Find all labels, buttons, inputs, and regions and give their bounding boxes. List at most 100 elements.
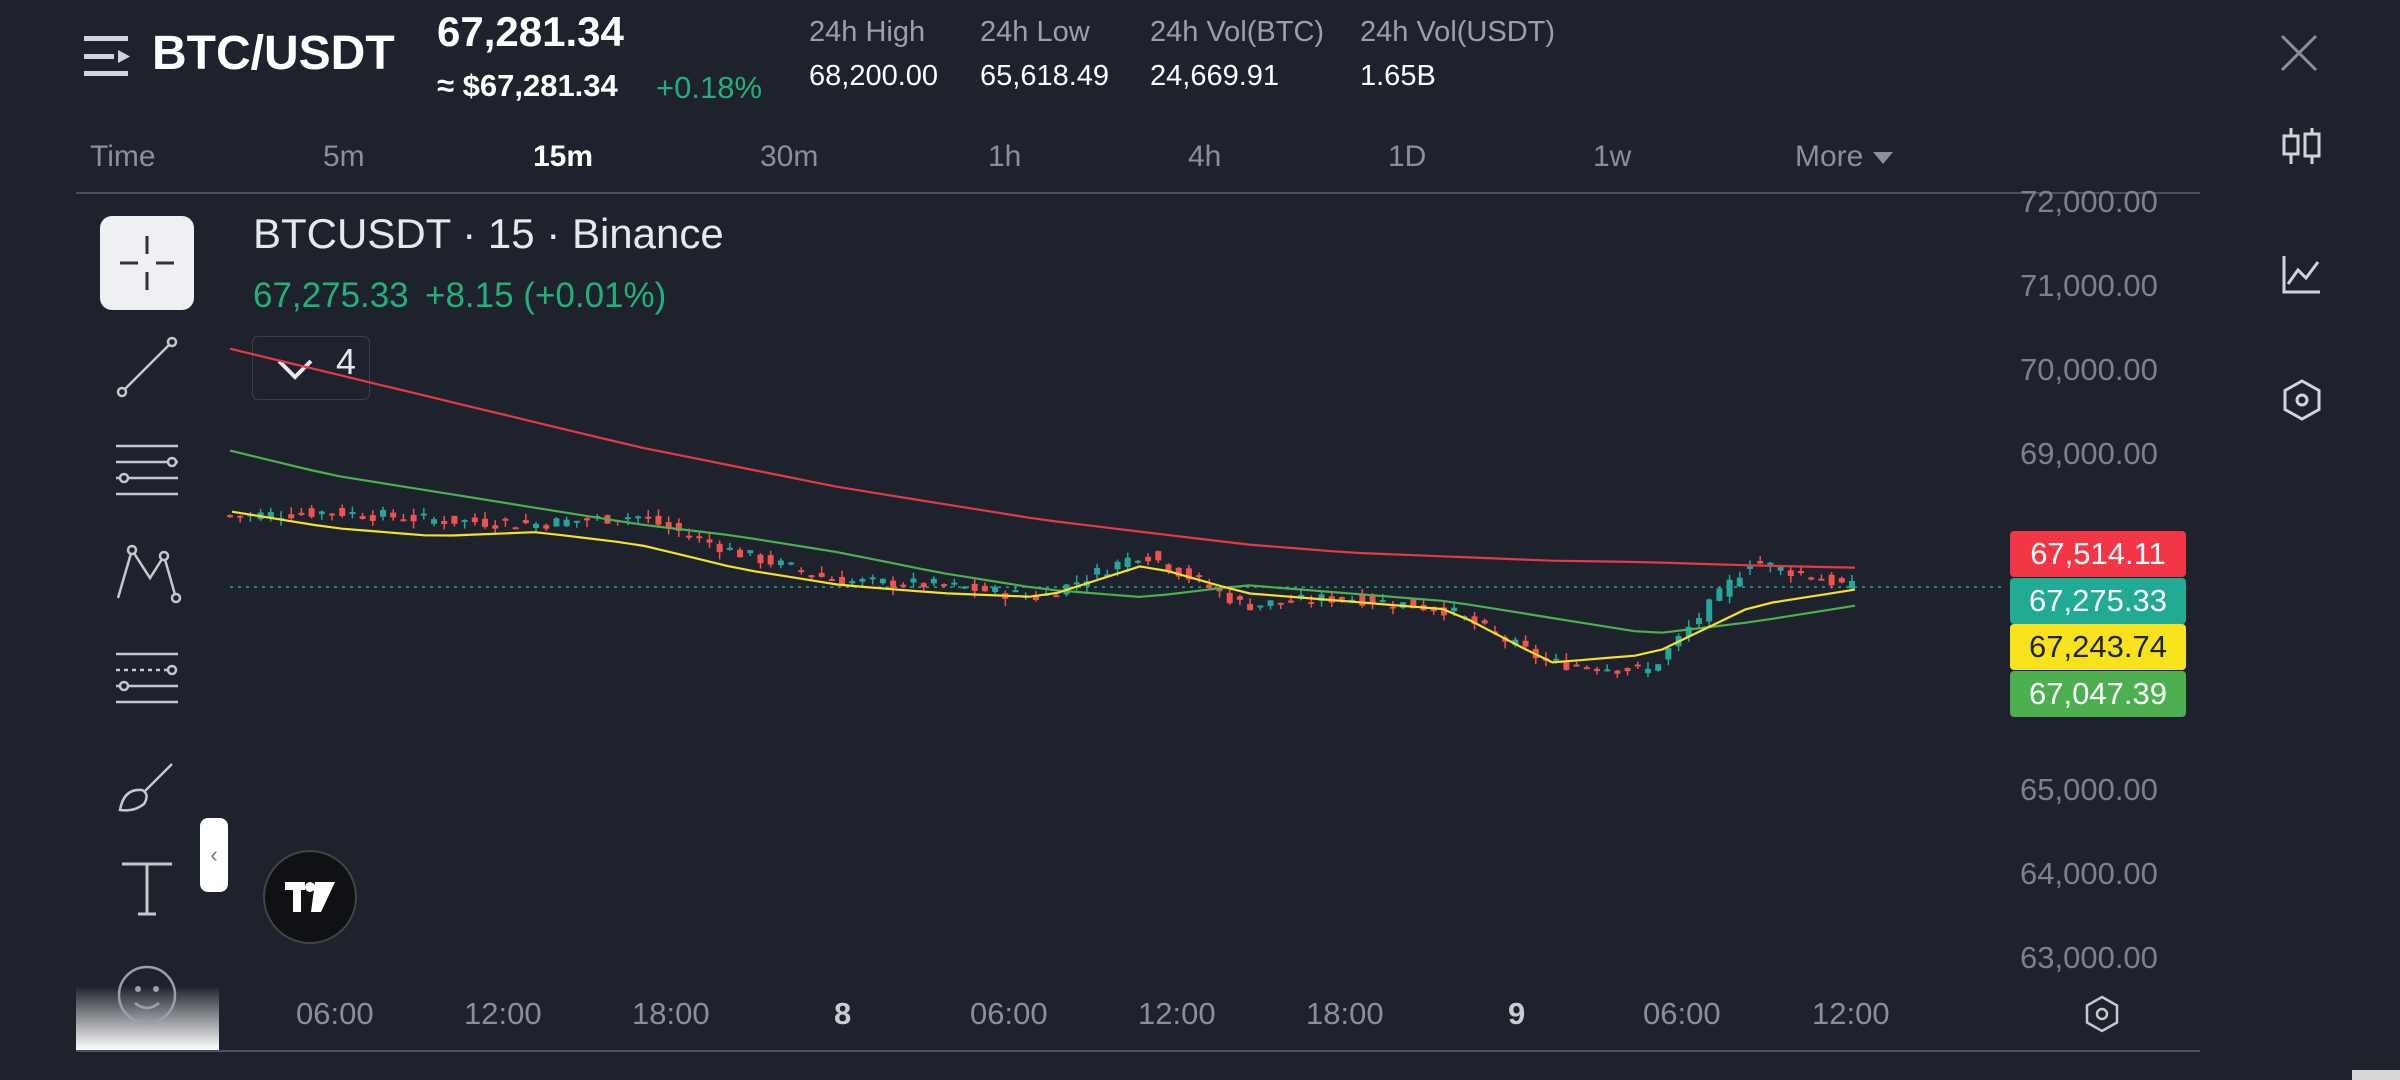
candle <box>1236 594 1243 606</box>
candle <box>818 566 825 578</box>
candle <box>757 552 764 569</box>
candle <box>451 515 458 527</box>
candle <box>706 532 713 548</box>
candle <box>1522 635 1529 649</box>
stat-value-high: 68,200.00 <box>809 60 939 92</box>
candle <box>1634 661 1641 669</box>
candle <box>1155 550 1162 564</box>
candle <box>461 519 468 529</box>
candle <box>390 509 397 521</box>
candle <box>1593 666 1600 675</box>
candle <box>798 567 805 575</box>
interval-15m[interactable]: 15m <box>533 140 594 173</box>
menu-icon[interactable] <box>84 34 132 78</box>
candle <box>1573 661 1580 667</box>
chevron-down-icon <box>1873 152 1894 165</box>
price-tag-ma-red: 67,514.11 <box>2010 531 2186 577</box>
line-chart-icon[interactable] <box>2280 252 2324 296</box>
candle <box>839 570 846 587</box>
price-axis-label: 63,000.00 <box>2020 940 2158 975</box>
candle <box>1583 665 1590 670</box>
fibonacci-icon[interactable] <box>110 640 184 714</box>
candle <box>777 558 784 569</box>
candle <box>788 561 795 566</box>
candle <box>1767 561 1774 573</box>
time-axis-label: 12:00 <box>464 996 542 1031</box>
stat-label-high: 24h High <box>809 16 926 48</box>
candle <box>961 585 968 590</box>
candle <box>431 516 438 527</box>
interval-1h[interactable]: 1h <box>988 140 1022 173</box>
stat-label-low: 24h Low <box>980 16 1090 48</box>
stat-label-vol-btc: 24h Vol(BTC) <box>1150 16 1325 48</box>
candle <box>1471 612 1478 630</box>
candle <box>288 507 295 520</box>
candle <box>981 582 988 592</box>
interval-1d[interactable]: 1D <box>1388 140 1427 173</box>
candlestick-icon[interactable] <box>2280 124 2324 168</box>
pattern-icon[interactable] <box>110 536 184 610</box>
chart-settings-icon[interactable] <box>2082 994 2122 1034</box>
candle <box>930 576 937 586</box>
collapse-toolbar-button[interactable]: ‹ <box>200 818 228 892</box>
candle <box>1746 560 1753 575</box>
candle <box>1073 575 1080 591</box>
time-axis-label: 8 <box>834 996 852 1031</box>
candle <box>675 518 682 537</box>
candle <box>726 542 733 551</box>
candle <box>441 515 448 530</box>
candle <box>635 515 642 524</box>
candle <box>900 582 907 588</box>
candle <box>1757 556 1764 565</box>
stat-value-vol-usdt: 1.65B <box>1360 60 1436 92</box>
candle <box>1604 664 1611 672</box>
interval-1w[interactable]: 1w <box>1593 140 1632 173</box>
emoji-icon[interactable] <box>110 958 184 1032</box>
candle <box>1736 571 1743 588</box>
interval-more[interactable]: More <box>1795 140 1894 174</box>
interval-30m[interactable]: 30m <box>760 140 819 173</box>
chart-last-price: 67,275.33 <box>253 276 409 315</box>
text-tool-icon[interactable] <box>110 850 184 924</box>
candle <box>910 572 917 588</box>
candle <box>308 504 315 519</box>
interval-5m[interactable]: 5m <box>323 140 365 173</box>
candle <box>1277 602 1284 609</box>
crosshair-button[interactable] <box>100 216 194 310</box>
candle <box>471 513 478 526</box>
tradingview-logo <box>263 850 357 944</box>
candle <box>502 517 509 527</box>
time-axis-label: 12:00 <box>1812 996 1890 1031</box>
trend-line-icon[interactable] <box>110 330 184 404</box>
candle <box>1094 563 1101 582</box>
stat-label-vol-usdt: 24h Vol(USDT) <box>1360 16 1556 48</box>
horizontal-lines-icon[interactable] <box>110 432 184 506</box>
candle <box>380 506 387 521</box>
crosshair-icon <box>120 236 174 290</box>
price-tag-ma-yellow: 67,243.74 <box>2010 624 2186 670</box>
candle <box>1624 667 1631 676</box>
candle <box>522 513 529 525</box>
candle <box>849 578 856 586</box>
brush-icon[interactable] <box>110 748 184 822</box>
candle <box>716 540 723 560</box>
chart-symbol: BTCUSDT · 15 · Binance <box>253 210 724 257</box>
candle <box>665 516 672 535</box>
settings-icon[interactable] <box>2280 378 2324 422</box>
candle <box>1726 574 1733 604</box>
indicator-count: 4 <box>336 341 357 382</box>
candle <box>400 513 407 522</box>
interval-4h[interactable]: 4h <box>1188 140 1222 173</box>
interval-time[interactable]: Time <box>90 140 156 173</box>
candle <box>1134 559 1141 564</box>
close-icon[interactable] <box>2278 32 2320 74</box>
candle <box>859 577 866 587</box>
candle <box>1808 576 1815 581</box>
price-axis-label: 70,000.00 <box>2020 352 2158 387</box>
percent-change: +0.18% <box>656 70 763 105</box>
candle <box>237 515 244 523</box>
candle <box>553 517 560 527</box>
pair-title[interactable]: BTC/USDT <box>152 27 395 80</box>
candle <box>1644 662 1651 678</box>
